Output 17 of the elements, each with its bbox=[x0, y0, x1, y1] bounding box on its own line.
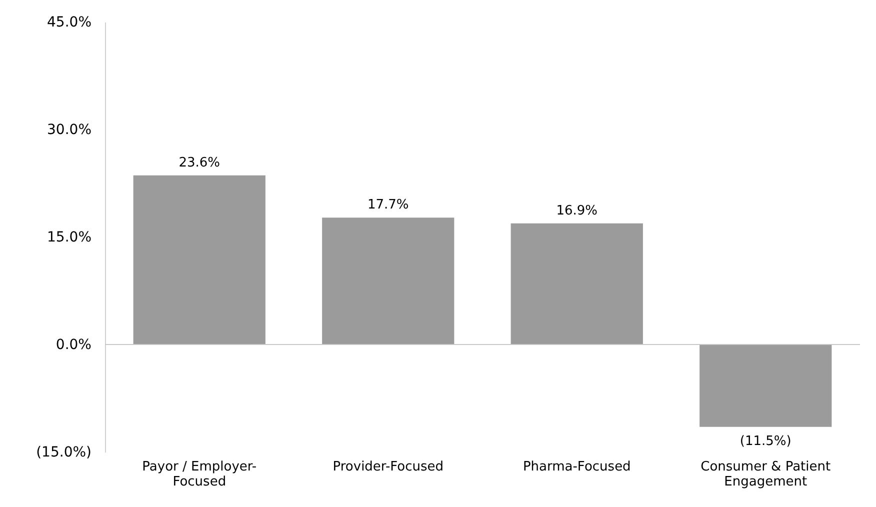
data-label: (11.5%) bbox=[740, 434, 792, 449]
y-tick-label: 15.0% bbox=[47, 230, 92, 246]
data-label: 17.7% bbox=[367, 198, 409, 213]
bar bbox=[700, 344, 832, 427]
y-tick-label: 45.0% bbox=[47, 14, 92, 30]
x-tick-label: Provider-Focused bbox=[332, 460, 444, 474]
bar bbox=[133, 175, 266, 344]
x-tick-label: Pharma-Focused bbox=[522, 460, 631, 474]
data-label: 16.9% bbox=[556, 203, 598, 218]
x-tick-label: Payor / Employer-Focused bbox=[142, 460, 257, 490]
bar bbox=[322, 218, 454, 344]
bar bbox=[510, 223, 643, 344]
y-tick-label: (15.0%) bbox=[36, 444, 92, 460]
y-tick-label: 0.0% bbox=[56, 337, 92, 353]
y-tick-label: 30.0% bbox=[47, 122, 92, 138]
x-tick-label: Consumer & Patient Engagement bbox=[700, 460, 831, 490]
data-label: 23.6% bbox=[178, 155, 220, 170]
